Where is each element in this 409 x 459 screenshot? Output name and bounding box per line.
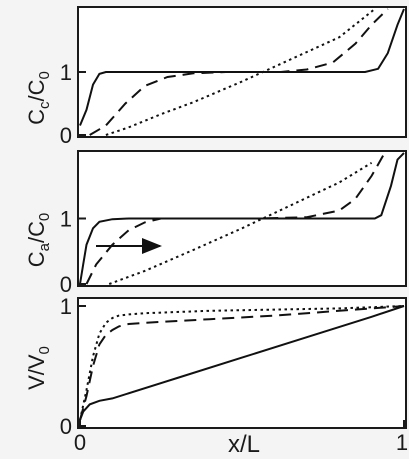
- panel-2-series-dashed: [85, 152, 386, 285]
- panel-2-series-dotted: [108, 161, 373, 285]
- panel-3-ytick-label-0: 0: [60, 414, 72, 439]
- panel-2-ytick-label-0: 0: [60, 272, 72, 297]
- panel-1-ytick-label-0: 0: [60, 123, 72, 148]
- panel-2-ytick-label-1: 1: [60, 207, 72, 232]
- panel-1-ylabel: Cc/C0: [24, 71, 53, 125]
- xtick-label-1: 1: [396, 430, 408, 455]
- panel-2-ylabel: Ca/C0: [24, 213, 53, 268]
- panel-3-ylabel: V/V0: [24, 346, 53, 390]
- panel-3-ytick-label-1: 1: [60, 294, 72, 319]
- x-axis-label: x/L: [228, 431, 260, 458]
- panel-1-ytick-label-1: 1: [60, 60, 72, 85]
- panel-3-series-solid: [79, 305, 405, 421]
- xtick-label-0: 0: [74, 430, 86, 455]
- panel-2-series-solid: [79, 152, 405, 285]
- panel-3-series-dashed: [79, 305, 405, 421]
- panel-3-frame: [77, 297, 407, 429]
- panel-3-series-dotted: [79, 305, 405, 421]
- panel-1-series-dashed: [89, 8, 389, 136]
- panel-1-series-solid: [79, 8, 405, 126]
